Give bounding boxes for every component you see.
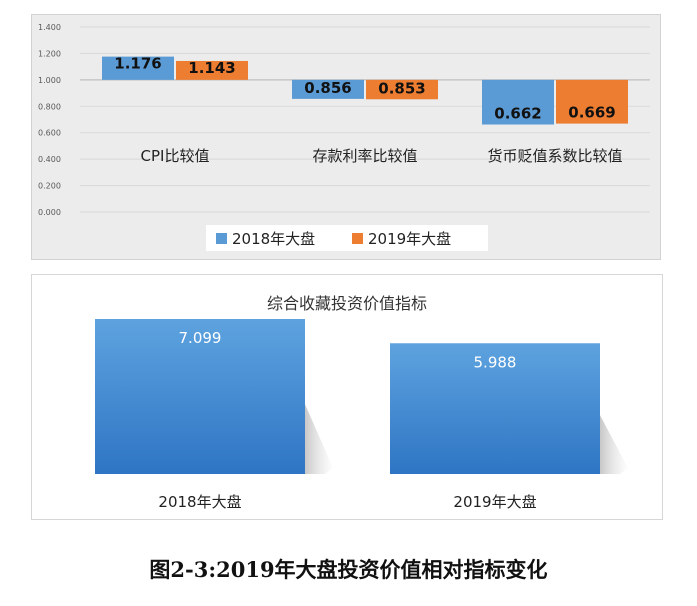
legend-box xyxy=(206,225,488,251)
legend-label: 2018年大盘 xyxy=(232,230,315,248)
chart-title: 综合收藏投资价值指标 xyxy=(267,294,427,313)
legend-swatch xyxy=(216,233,227,244)
investment-value-chart: 综合收藏投资价值指标 7.099 2018年大盘 5.988 2019年大盘 xyxy=(31,274,663,520)
data-label: 7.099 xyxy=(179,329,222,347)
y-tick-label: 1.400 xyxy=(38,23,61,32)
bar xyxy=(95,319,305,474)
legend-swatch xyxy=(352,233,363,244)
data-label: 5.988 xyxy=(474,353,517,371)
legend: 2018年大盘 2019年大盘 xyxy=(206,225,488,251)
bar xyxy=(556,79,628,124)
y-tick-label: 0.600 xyxy=(38,129,61,138)
investment-value-chart-svg: 综合收藏投资价值指标 7.099 2018年大盘 5.988 2019年大盘 xyxy=(95,294,628,511)
bar xyxy=(176,60,248,80)
data-label: 1.143 xyxy=(188,59,235,77)
data-label: 0.856 xyxy=(304,79,351,97)
bar xyxy=(482,79,554,125)
data-label: 0.853 xyxy=(378,79,425,97)
y-tick-label: 1.200 xyxy=(38,49,61,58)
bar-shadow xyxy=(305,404,333,474)
bar-shadow xyxy=(600,415,628,474)
category-label: 2018年大盘 xyxy=(158,493,241,511)
category-label: 2019年大盘 xyxy=(453,493,536,511)
y-tick-label: 0.800 xyxy=(38,102,61,111)
data-label: 0.662 xyxy=(494,105,541,123)
figure-caption: 图2-3:2019年大盘投资价值相对指标变化 xyxy=(149,557,548,582)
comparison-chart: 0.000 0.200 0.400 0.600 0.800 1.000 1.200 1.400… xyxy=(31,14,661,260)
bar xyxy=(390,343,600,474)
bar xyxy=(292,79,364,99)
data-label: 1.176 xyxy=(114,55,161,73)
y-tick-label: 1.000 xyxy=(38,76,61,85)
y-tick-label: 0.200 xyxy=(38,182,61,191)
category-label: 货币贬值系数比较值 xyxy=(487,147,622,165)
y-tick-label: 0.400 xyxy=(38,155,61,164)
category-label: 存款利率比较值 xyxy=(312,147,417,165)
data-label: 0.669 xyxy=(568,104,615,122)
y-tick-label: 0.000 xyxy=(38,208,61,217)
comparison-chart-svg: 0.000 0.200 0.400 0.600 0.800 1.000 1.200 1.400… xyxy=(38,23,650,251)
legend-label: 2019年大盘 xyxy=(368,230,451,248)
bar xyxy=(102,56,174,80)
bar xyxy=(366,79,438,100)
category-label: CPI比较值 xyxy=(141,147,210,165)
